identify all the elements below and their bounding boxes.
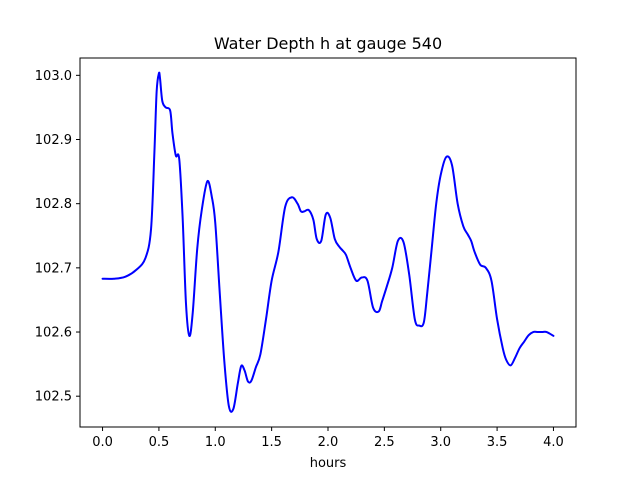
x-axis-label: hours: [310, 456, 347, 471]
x-tick-label: 0.5: [149, 435, 170, 450]
y-tick-label: 102.6: [35, 326, 72, 341]
x-tick-label: 3.5: [487, 435, 508, 450]
x-tick-label: 3.0: [430, 435, 451, 450]
x-tick-label: 4.0: [543, 435, 564, 450]
y-tick-label: 102.7: [35, 261, 72, 276]
x-tick-label: 2.5: [374, 435, 395, 450]
x-tick-label: 2.0: [318, 435, 339, 450]
series-line: [101, 71, 555, 413]
y-tick-label: 102.9: [35, 133, 72, 148]
chart-title: Water Depth h at gauge 540: [214, 34, 442, 53]
y-tick-label: 102.8: [35, 197, 72, 212]
x-axis: 0.0 0.5 1.0 1.5 2.0 2.5 3.0 3.5 4.0: [92, 427, 564, 450]
y-tick-label: 102.5: [35, 390, 72, 405]
x-tick-label: 1.0: [205, 435, 226, 450]
y-tick-label: 103.0: [35, 69, 72, 84]
y-axis: 102.5 102.6 102.7 102.8 102.9 103.0: [35, 69, 80, 405]
x-tick-label: 0.0: [92, 435, 113, 450]
x-tick-label: 1.5: [261, 435, 282, 450]
plot-area: [101, 71, 555, 413]
